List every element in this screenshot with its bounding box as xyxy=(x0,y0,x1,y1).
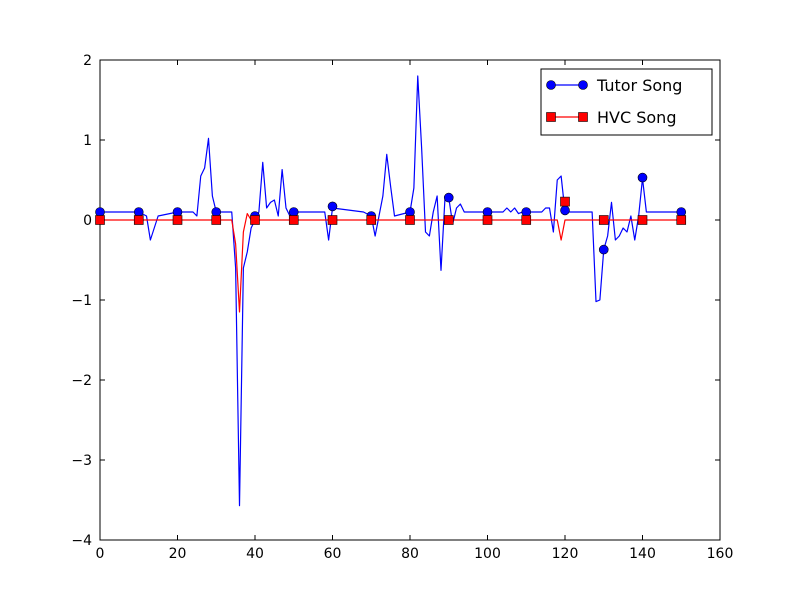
x-tick-label: 0 xyxy=(96,546,105,562)
x-tick-label: 160 xyxy=(707,546,734,562)
hvc-song-point xyxy=(366,215,377,225)
tutor-song-point xyxy=(327,201,338,212)
axes-ticks: 0 20 40 60 80 100 120 140 160 −4 −3 −2 −1 0 1 2 xyxy=(71,53,733,562)
hvc-song-point xyxy=(482,215,493,225)
hvc-song-point xyxy=(560,196,570,207)
x-tick-label: 140 xyxy=(629,546,656,562)
legend: Tutor Song HVC Song xyxy=(540,68,713,136)
tutor-song-point xyxy=(521,207,532,217)
tutor-song-point xyxy=(405,207,415,217)
x-tick-label: 100 xyxy=(474,546,501,562)
legend-marker xyxy=(578,112,588,122)
tutor-song-point xyxy=(133,207,144,217)
tutor-song-point xyxy=(95,207,105,217)
y-tick-label: −1 xyxy=(71,293,92,309)
hvc-song-point xyxy=(250,215,260,225)
tutor-song-point xyxy=(443,192,454,203)
tutor-song-point xyxy=(560,205,570,216)
x-tick-label: 40 xyxy=(246,546,264,562)
hvc-song-point xyxy=(676,215,687,225)
legend-marker xyxy=(546,80,556,90)
hvc-song-point xyxy=(327,215,338,225)
hvc-song-point xyxy=(521,215,532,225)
legend-label: Tutor Song xyxy=(596,76,682,95)
tutor-song-point xyxy=(598,244,609,255)
hvc-song-point xyxy=(637,215,648,225)
tutor-song-point xyxy=(676,207,687,217)
hvc-song-point xyxy=(211,215,222,225)
y-tick-label: −4 xyxy=(71,533,92,549)
tutor-song-line xyxy=(100,75,682,507)
hvc-song-point xyxy=(133,215,144,225)
x-tick-label: 80 xyxy=(401,546,419,562)
tutor-song-point xyxy=(482,207,493,217)
hvc-song-point xyxy=(288,215,299,225)
y-tick-label: −3 xyxy=(71,453,92,469)
y-tick-label: −2 xyxy=(71,373,92,389)
hvc-song-point xyxy=(95,215,105,225)
x-tick-label: 120 xyxy=(552,546,579,562)
y-tick-label: 2 xyxy=(83,53,92,69)
hvc-song-point xyxy=(405,215,415,225)
legend-marker xyxy=(578,80,588,90)
tutor-song-point xyxy=(172,207,183,217)
tutor-song-point xyxy=(637,172,648,183)
tutor-song-point xyxy=(288,207,299,217)
legend-marker xyxy=(546,112,556,122)
x-tick-label: 60 xyxy=(324,546,342,562)
hvc-song-point xyxy=(598,215,609,225)
hvc-song-point xyxy=(443,215,454,225)
x-tick-label: 20 xyxy=(169,546,187,562)
y-tick-label: 0 xyxy=(83,213,92,229)
hvc-song-point xyxy=(172,215,183,225)
y-tick-label: 1 xyxy=(83,133,92,149)
legend-box xyxy=(540,68,713,136)
tutor-song-point xyxy=(211,207,222,217)
legend-label: HVC Song xyxy=(597,108,676,127)
